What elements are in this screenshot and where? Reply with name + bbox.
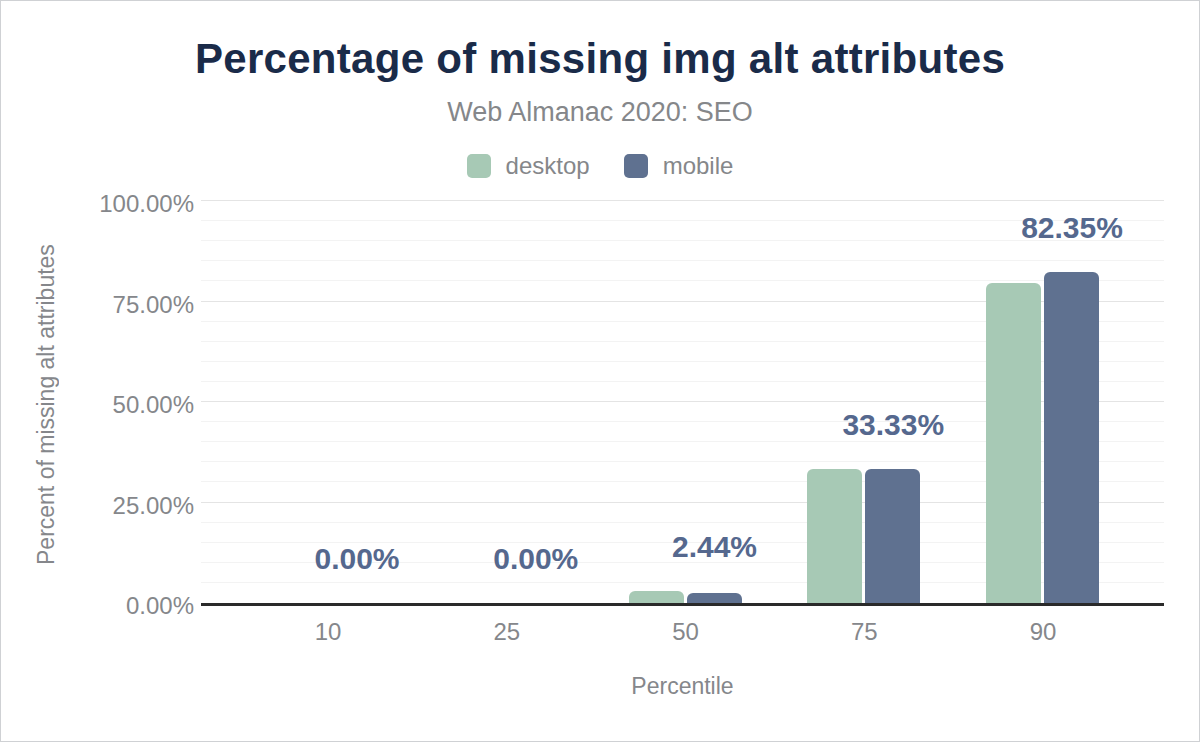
legend: desktop mobile <box>1 152 1199 180</box>
y-tick-100: 100.00% <box>99 192 194 216</box>
gridline <box>201 260 1164 261</box>
legend-item-desktop: desktop <box>467 152 590 180</box>
chart-frame: Percentage of missing img alt attributes… <box>0 0 1200 742</box>
bar-desktop-p50[interactable] <box>629 591 684 603</box>
chart-subtitle: Web Almanac 2020: SEO <box>1 97 1199 128</box>
chart-title: Percentage of missing img alt attributes <box>1 35 1199 83</box>
x-axis-title: Percentile <box>631 673 733 700</box>
bar-mobile-p50[interactable] <box>687 593 742 603</box>
y-tick-25: 25.00% <box>113 494 194 518</box>
x-tick-75: 75 <box>851 620 878 644</box>
bar-value-label-p25: 0.00% <box>493 542 578 576</box>
y-axis-title: Percent of missing alt attributes <box>33 204 60 606</box>
plot-area: 1025507590 Percentile 0.00%0.00%2.44%33.… <box>201 204 1164 606</box>
legend-label-mobile: mobile <box>663 152 734 180</box>
bar-mobile-p75[interactable] <box>865 469 920 603</box>
gridline <box>201 240 1164 241</box>
bar-value-label-p75: 33.33% <box>842 408 944 442</box>
x-tick-50: 50 <box>672 620 699 644</box>
bar-desktop-p90[interactable] <box>986 283 1041 603</box>
bar-desktop-p75[interactable] <box>807 469 862 603</box>
bar-value-label-p10: 0.00% <box>314 542 399 576</box>
y-tick-50: 50.00% <box>113 393 194 417</box>
mobile-swatch-icon <box>624 154 648 178</box>
x-tick-90: 90 <box>1030 620 1057 644</box>
desktop-swatch-icon <box>467 154 491 178</box>
bar-value-label-p50: 2.44% <box>672 530 757 564</box>
bar-mobile-p90[interactable] <box>1044 272 1099 603</box>
y-axis-ticks: 0.00%25.00%50.00%75.00%100.00% <box>61 204 194 606</box>
legend-item-mobile: mobile <box>624 152 734 180</box>
x-tick-25: 25 <box>493 620 520 644</box>
y-tick-0: 0.00% <box>126 594 194 618</box>
bar-value-label-p90: 82.35% <box>1021 211 1123 245</box>
gridline <box>201 220 1164 221</box>
y-tick-75: 75.00% <box>113 293 194 317</box>
legend-label-desktop: desktop <box>506 152 590 180</box>
gridline <box>201 280 1164 281</box>
gridline <box>201 200 1164 201</box>
x-axis-ticks: 10 25 50 75 90 <box>201 620 1164 646</box>
x-tick-10: 10 <box>315 620 342 644</box>
